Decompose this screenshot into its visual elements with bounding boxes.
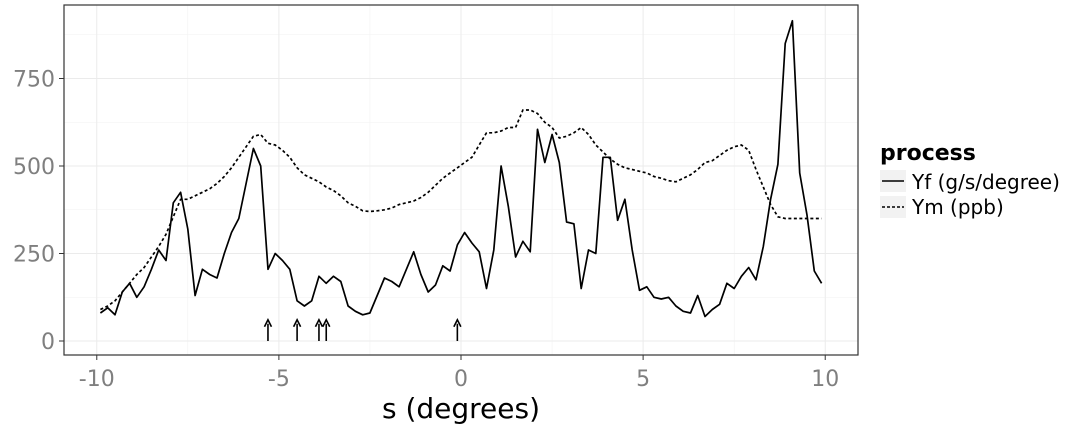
y-tick-label: 750	[13, 68, 55, 93]
y-tick-label: 250	[13, 243, 55, 268]
arrow-layer	[263, 317, 462, 341]
arrow-marker	[292, 317, 302, 341]
x-axis-title: s (degrees)	[382, 392, 540, 425]
legend-title: process	[880, 141, 976, 166]
arrow-marker	[453, 317, 462, 341]
x-axis-ticks: -10 -5 0 5 10	[79, 355, 839, 392]
grid-major	[64, 5, 858, 355]
legend-label-ym: Ym (ppb)	[911, 195, 1004, 219]
x-tick-label: -5	[268, 367, 290, 392]
y-axis-ticks: 0 250 500 750	[13, 68, 64, 355]
series-layer	[99, 19, 823, 318]
arrow-marker	[263, 317, 273, 341]
x-tick-label: 10	[811, 367, 839, 392]
y-tick-label: 500	[13, 155, 55, 180]
x-tick-label: -10	[79, 367, 115, 392]
arrow-marker	[322, 317, 331, 341]
arrow-marker	[314, 317, 324, 341]
x-tick-label: 0	[454, 367, 468, 392]
y-tick-label: 0	[41, 330, 55, 355]
x-tick-label: 5	[636, 367, 650, 392]
legend: process Yf (g/s/degree) Ym (ppb)	[880, 141, 1060, 219]
legend-label-yf: Yf (g/s/degree)	[911, 170, 1060, 194]
series-line-yf	[99, 19, 823, 318]
